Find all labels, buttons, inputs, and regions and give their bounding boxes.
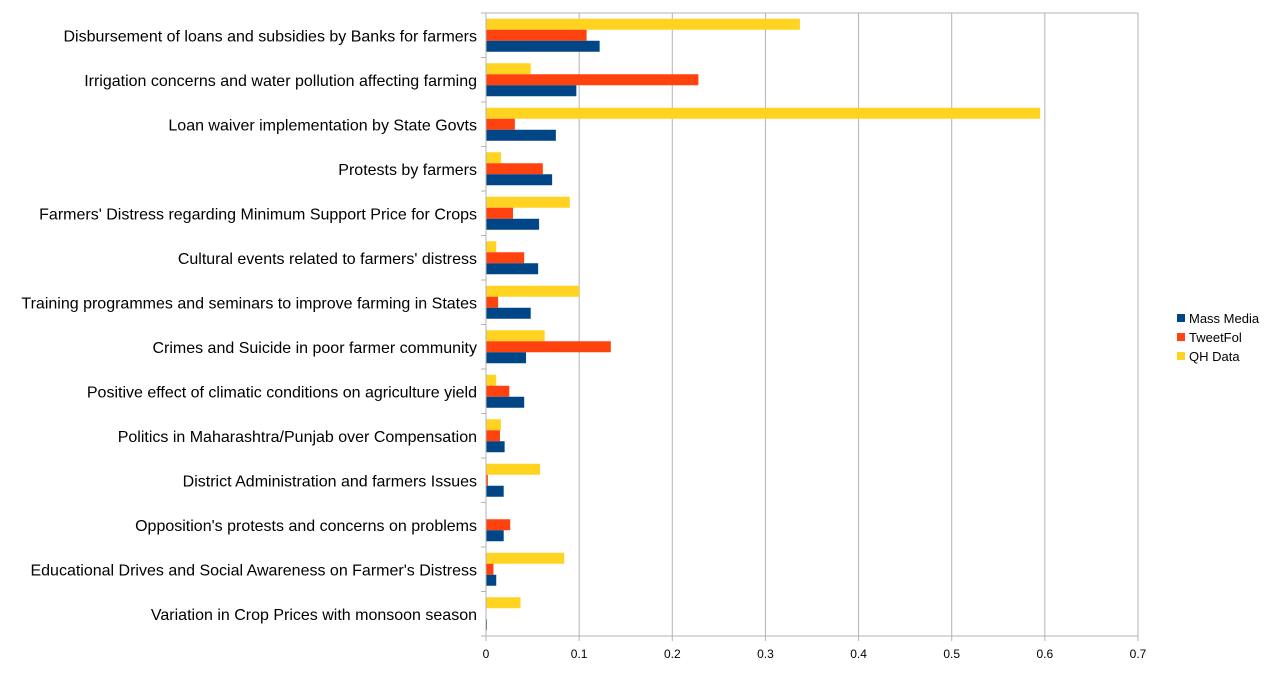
legend: Mass Media TweetFol QH Data: [1177, 311, 1260, 364]
bar-mass-media: [486, 574, 497, 586]
bar-qh-data: [486, 18, 800, 30]
category-label: Opposition's protests and concerns on pr…: [135, 518, 477, 535]
bars: [486, 18, 1041, 631]
category-labels: Disbursement of loans and subsidies by B…: [21, 28, 477, 624]
category-label: Disbursement of loans and subsidies by B…: [63, 28, 477, 45]
bar-tweetfol: [486, 163, 543, 175]
bar-qh-data: [486, 285, 580, 297]
bar-qh-data: [486, 107, 1041, 119]
bar-mass-media: [486, 85, 577, 97]
legend-label: QH Data: [1189, 349, 1240, 364]
category-label: Cultural events related to farmers' dist…: [178, 251, 477, 268]
gridlines: [578, 13, 1139, 636]
bar-tweetfol: [486, 252, 525, 264]
bar-mass-media: [486, 530, 504, 542]
category-label: Educational Drives and Social Awareness …: [30, 562, 477, 579]
bar-tweetfol: [486, 430, 500, 442]
x-tick-label: 0.1: [571, 647, 588, 661]
category-label: Protests by farmers: [338, 162, 477, 179]
category-label: Variation in Crop Prices with monsoon se…: [151, 607, 477, 624]
legend-swatch: [1177, 333, 1185, 341]
bar-mass-media: [486, 40, 600, 52]
bar-mass-media: [486, 485, 504, 497]
bar-qh-data: [486, 374, 497, 386]
bar-mass-media: [486, 441, 505, 453]
bar-tweetfol: [486, 296, 499, 308]
bar-mass-media: [486, 307, 531, 319]
bar-qh-data: [486, 552, 565, 564]
bar-mass-media: [486, 263, 539, 275]
bar-tweetfol: [486, 29, 587, 41]
category-label: Positive effect of climatic conditions o…: [87, 384, 477, 401]
x-tick-label: 0.4: [850, 647, 867, 661]
bar-qh-data: [486, 241, 497, 253]
bar-mass-media: [486, 174, 553, 186]
category-label: Politics in Maharashtra/Punjab over Comp…: [118, 429, 477, 446]
x-tick-label: 0: [483, 647, 490, 661]
category-label: District Administration and farmers Issu…: [183, 473, 477, 490]
bar-qh-data: [486, 152, 501, 164]
legend-swatch: [1177, 314, 1185, 322]
x-tick-label: 0.2: [664, 647, 681, 661]
bar-qh-data: [486, 330, 545, 342]
legend-swatch: [1177, 352, 1185, 360]
category-label: Farmers' Distress regarding Minimum Supp…: [39, 206, 477, 223]
bar-mass-media: [486, 396, 525, 408]
x-tick-label: 0.5: [943, 647, 960, 661]
category-label: Irrigation concerns and water pollution …: [84, 73, 477, 90]
bar-qh-data: [486, 419, 501, 431]
legend-label: Mass Media: [1189, 311, 1260, 326]
bar-tweetfol: [486, 385, 510, 397]
legend-label: TweetFol: [1189, 330, 1242, 345]
bar-mass-media: [486, 352, 527, 364]
bar-qh-data: [486, 463, 541, 475]
x-tick-label: 0.6: [1037, 647, 1054, 661]
axes: [481, 12, 1139, 641]
bar-tweetfol: [486, 519, 511, 531]
bar-qh-data: [486, 196, 570, 208]
bar-tweetfol: [486, 563, 494, 575]
bar-tweetfol: [486, 118, 515, 130]
bar-qh-data: [486, 63, 531, 75]
category-label: Crimes and Suicide in poor farmer commun…: [152, 340, 477, 357]
bar-tweetfol: [486, 74, 699, 86]
bar-tweetfol: [486, 207, 514, 219]
bar-qh-data: [486, 597, 521, 609]
category-label: Loan waiver implementation by State Govt…: [168, 117, 477, 134]
bar-mass-media: [486, 129, 556, 141]
x-tick-label: 0.3: [757, 647, 774, 661]
bar-tweetfol: [486, 474, 488, 486]
x-tick-label: 0.7: [1130, 647, 1147, 661]
bar-mass-media: [486, 218, 540, 230]
category-label: Training programmes and seminars to impr…: [21, 295, 477, 312]
tick-labels: 0 0.1 0.2 0.3 0.4 0.5 0.6 0.7: [483, 647, 1147, 661]
bar-tweetfol: [486, 341, 611, 353]
